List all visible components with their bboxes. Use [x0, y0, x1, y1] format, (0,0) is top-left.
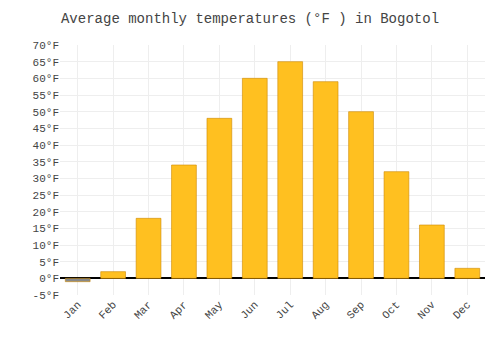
svg-text:30°F: 30°F	[33, 173, 59, 185]
svg-text:Jan: Jan	[61, 299, 83, 321]
svg-text:Oct: Oct	[380, 299, 402, 321]
svg-text:60°F: 60°F	[33, 73, 59, 85]
svg-text:Dec: Dec	[451, 299, 473, 321]
svg-text:Jul: Jul	[274, 299, 296, 321]
svg-text:Mar: Mar	[132, 299, 154, 321]
svg-text:70°F: 70°F	[33, 40, 59, 52]
svg-text:40°F: 40°F	[33, 140, 59, 152]
svg-text:45°F: 45°F	[33, 123, 59, 135]
svg-text:35°F: 35°F	[33, 157, 59, 169]
svg-text:55°F: 55°F	[33, 90, 59, 102]
svg-text:50°F: 50°F	[33, 107, 59, 119]
svg-text:5°F: 5°F	[39, 257, 59, 269]
svg-text:-5°F: -5°F	[33, 290, 59, 302]
svg-text:25°F: 25°F	[33, 190, 59, 202]
svg-text:Aug: Aug	[309, 299, 331, 321]
svg-text:Nov: Nov	[415, 299, 438, 322]
svg-text:May: May	[203, 299, 226, 322]
svg-text:20°F: 20°F	[33, 207, 59, 219]
svg-text:Apr: Apr	[167, 299, 189, 321]
svg-text:Sep: Sep	[345, 299, 367, 321]
svg-text:65°F: 65°F	[33, 57, 59, 69]
svg-text:15°F: 15°F	[33, 223, 59, 235]
svg-text:Jun: Jun	[238, 299, 260, 321]
svg-text:Feb: Feb	[97, 299, 119, 321]
svg-text:10°F: 10°F	[33, 240, 59, 252]
svg-text:Average monthly temperatures (: Average monthly temperatures (°F ) in Bo…	[61, 11, 439, 27]
svg-text:0°F: 0°F	[39, 273, 59, 285]
